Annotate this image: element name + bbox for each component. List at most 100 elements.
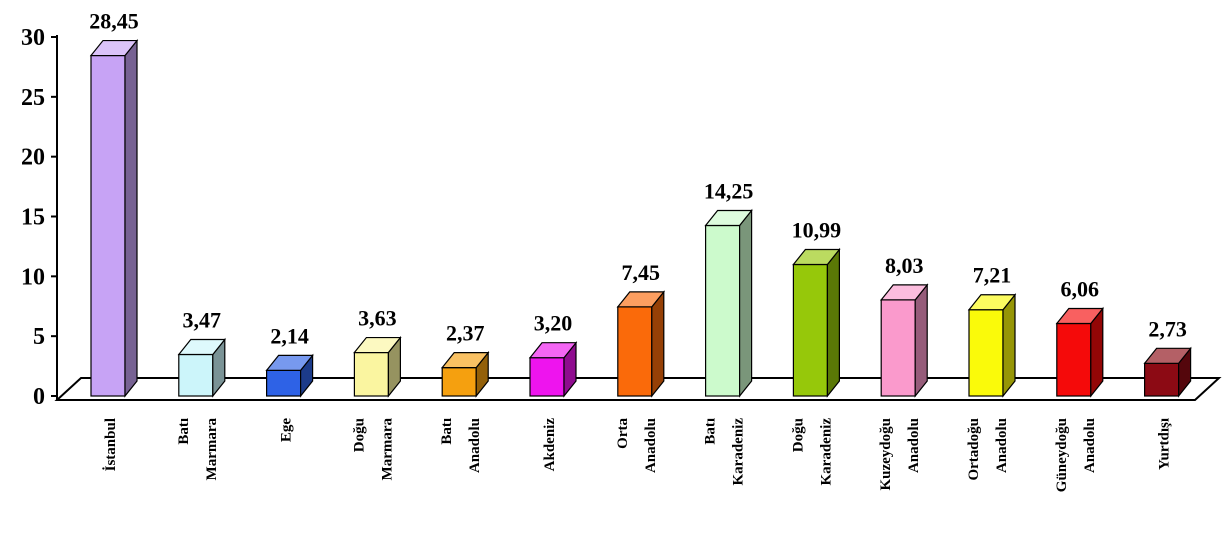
- bar: [704, 208, 753, 398]
- bar-top-face: [1143, 347, 1192, 364]
- data-label: 3,47: [183, 307, 222, 332]
- data-label: 6,06: [1061, 276, 1100, 301]
- data-label: 2,14: [270, 323, 309, 348]
- chart-bars: [89, 38, 1192, 398]
- y-tick-label: 10: [21, 264, 45, 290]
- category-label-line: İstanbul: [102, 418, 119, 471]
- category-label: Batı Anadolu: [439, 418, 483, 473]
- bar-side-face: [1002, 293, 1016, 398]
- category-label-line: Doğu: [351, 418, 367, 452]
- bar-top-face: [616, 291, 666, 308]
- category-label-line: Batı: [176, 418, 192, 445]
- bar-front-face: [792, 263, 829, 397]
- bar: [1143, 346, 1192, 398]
- data-label: 8,03: [885, 253, 924, 278]
- bar-front-face: [1143, 362, 1180, 397]
- data-label: 3,20: [534, 311, 573, 336]
- chart-data-labels: 28,45 3,47 2,14 3,63 2,37 3,20 7,45 14,25 10,99 8…: [89, 9, 1187, 349]
- bar-top-face: [353, 336, 402, 354]
- category-label-line: Ege: [279, 418, 295, 443]
- category-label-line: Anadolu: [906, 418, 922, 473]
- bar-top-face: [177, 338, 227, 356]
- bar: [265, 353, 314, 398]
- bar: [440, 350, 490, 398]
- bar-front-face: [1056, 322, 1092, 397]
- bar-top-face: [440, 352, 490, 369]
- category-label-line: Anadolu: [643, 418, 659, 473]
- category-label: Ege: [279, 418, 295, 443]
- category-label-line: Ortadoğu: [966, 418, 982, 481]
- bar-top-face: [265, 354, 314, 371]
- category-label-line: Anadolu: [467, 418, 483, 473]
- category-label: Doğu Marmara: [351, 418, 395, 481]
- bar-front-face: [529, 357, 565, 397]
- bar-top-face: [879, 284, 929, 301]
- category-label: Kuzeydoğu Anadolu: [878, 418, 922, 491]
- chart-axes: 0 5 10 15 20 25 30: [21, 25, 58, 410]
- bar-top-face: [704, 209, 753, 227]
- bar-front-face: [441, 367, 477, 397]
- bar-top-face: [528, 342, 578, 359]
- category-label: Ortadoğu Anadolu: [966, 418, 1010, 481]
- bar-top-face: [967, 294, 1017, 311]
- category-label: Yurtdışı: [1157, 418, 1173, 470]
- category-label-line: Doğu: [790, 418, 806, 452]
- category-label-line: Karadeniz: [731, 418, 747, 486]
- category-label: Güneydoğu Anadolu: [1054, 418, 1098, 492]
- bar-front-face: [90, 54, 126, 397]
- category-label-line: Batı: [439, 418, 455, 445]
- category-label: Batı Marmara: [176, 418, 220, 481]
- bar: [177, 337, 227, 398]
- bar-side-face: [738, 208, 753, 398]
- data-label: 2,73: [1148, 316, 1187, 341]
- bar-side-face: [914, 283, 928, 398]
- bar-top-face: [89, 39, 139, 57]
- y-tick-label: 0: [33, 384, 45, 410]
- category-label-line: Anadolu: [994, 418, 1010, 473]
- bar: [89, 38, 139, 398]
- category-label-line: Akdeniz: [542, 418, 558, 472]
- category-label-line: Orta: [615, 418, 631, 449]
- category-label: İstanbul: [102, 418, 119, 471]
- category-label-line: Kuzeydoğu: [878, 418, 894, 491]
- bar-front-face: [353, 351, 389, 397]
- data-label: 3,63: [358, 306, 397, 331]
- bar: [616, 290, 666, 398]
- category-label-line: Marmara: [379, 418, 395, 481]
- bar-side-face: [651, 290, 665, 398]
- category-label-line: Karadeniz: [818, 418, 834, 486]
- data-label: 7,45: [622, 260, 661, 285]
- bar: [528, 340, 578, 398]
- y-tick-label: 30: [21, 25, 45, 51]
- bar: [792, 247, 841, 398]
- bar: [1055, 306, 1105, 398]
- bar-front-face: [880, 299, 916, 397]
- bar-top-face: [1055, 307, 1105, 325]
- category-label-line: Batı: [703, 418, 719, 445]
- bar-side-face: [826, 247, 841, 398]
- category-label-line: Güneydoğu: [1054, 418, 1070, 492]
- y-tick-label: 25: [21, 85, 45, 111]
- data-label: 28,45: [89, 9, 139, 34]
- category-label-line: Yurtdışı: [1157, 418, 1173, 470]
- category-label: Akdeniz: [542, 418, 558, 472]
- bar-front-face: [704, 224, 741, 397]
- category-label: Orta Anadolu: [615, 418, 659, 474]
- chart-category-labels: İstanbul Batı Marmara Ege Doğu Marmara Batı Ana…: [102, 418, 1173, 493]
- data-label: 7,21: [973, 263, 1012, 288]
- y-tick-label: 20: [21, 145, 45, 171]
- category-label-line: Marmara: [204, 418, 220, 481]
- data-label: 10,99: [792, 217, 842, 242]
- bar: [879, 283, 929, 398]
- bar-side-face: [124, 38, 138, 398]
- data-label: 2,37: [446, 321, 485, 346]
- bar-front-face: [968, 309, 1004, 397]
- category-label: Batı Karadeniz: [703, 418, 747, 486]
- category-label: Doğu Karadeniz: [790, 418, 834, 486]
- bar: [967, 293, 1017, 398]
- bar-front-face: [178, 353, 214, 397]
- y-tick-label: 5: [33, 324, 45, 350]
- data-label: 14,25: [704, 178, 754, 203]
- bar-front-face: [266, 369, 302, 397]
